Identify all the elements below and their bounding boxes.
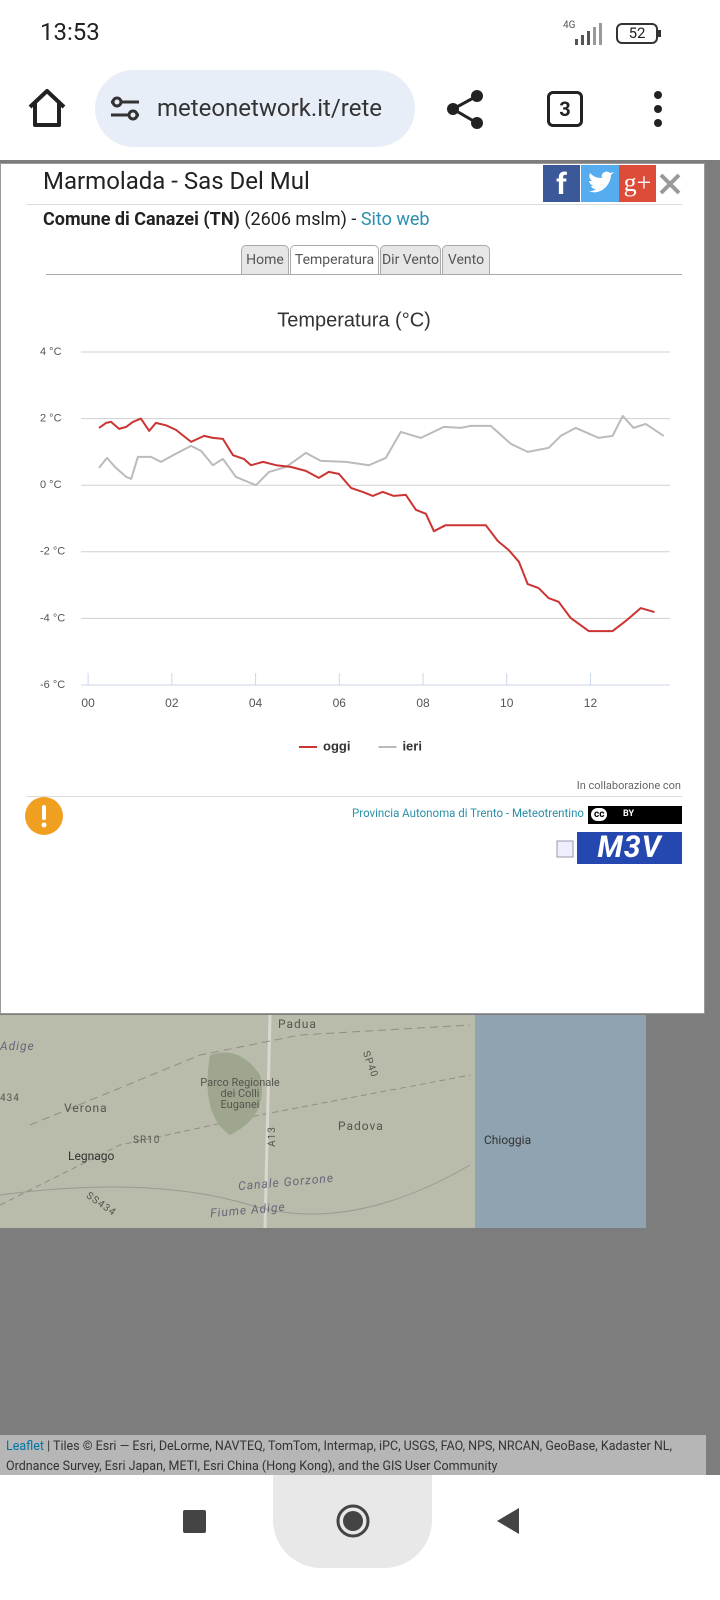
map-label: Adige xyxy=(0,1039,35,1053)
navigation-bar xyxy=(0,1475,720,1600)
map-tiles[interactable]: Padua Adige 434 Verona Parco Regionale d… xyxy=(0,1015,646,1228)
tab-line xyxy=(46,274,682,275)
station-popup: Marmolada - Sas Del Mul f g+ Comune di C… xyxy=(0,163,705,1014)
map-label: A13 xyxy=(266,1126,278,1147)
x-tick-label: 04 xyxy=(249,696,263,710)
x-tick-label: 08 xyxy=(416,696,430,710)
clock: 13:53 xyxy=(40,18,100,46)
status-icons xyxy=(575,23,661,45)
tab[interactable]: Temperatura xyxy=(290,245,379,275)
map-label: SR10 xyxy=(133,1135,161,1146)
y-tick-label: -4 °C xyxy=(40,612,65,624)
credits-intro: In collaborazione con xyxy=(576,779,681,792)
share-button[interactable] xyxy=(445,88,489,132)
legend-label[interactable]: ieri xyxy=(402,738,422,753)
googleplus-button[interactable]: g+ xyxy=(619,165,656,202)
y-tick-label: 4 °C xyxy=(40,346,62,358)
line-series xyxy=(98,414,665,487)
station-altitude: (2606 mslm) - xyxy=(244,209,357,230)
map-label: 434 xyxy=(0,1093,20,1104)
x-tick-label: 10 xyxy=(500,696,514,710)
map-label: Verona xyxy=(64,1101,108,1115)
y-tick-label: 0 °C xyxy=(40,479,62,491)
map-label: Padova xyxy=(338,1119,384,1133)
map-label: Parco Regionale dei Colli Euganei xyxy=(200,1076,280,1111)
chart: Temperatura (°C) 4 °C 2 °C 0 °C -2 °C -4 °C -… xyxy=(40,309,670,753)
warning-icon[interactable] xyxy=(25,797,65,837)
tab-count[interactable]: 3 xyxy=(547,91,583,127)
home-nav-button[interactable] xyxy=(336,1504,370,1538)
station-title: Marmolada - Sas Del Mul xyxy=(43,167,310,195)
nav-buttons xyxy=(183,1504,519,1538)
attribution-text: | Tiles © Esri — Esri, DeLorme, NAVTEQ, … xyxy=(6,1439,672,1474)
home-button[interactable] xyxy=(25,85,70,130)
address-bar[interactable]: meteonetwork.it/rete xyxy=(95,70,415,147)
tab[interactable]: Vento xyxy=(442,245,490,274)
attribution-link[interactable]: Leaflet xyxy=(6,1439,44,1454)
url[interactable]: meteonetwork.it/rete xyxy=(157,94,383,122)
map-roads xyxy=(0,1015,471,1228)
map-label: Padua xyxy=(278,1017,317,1031)
m3v-logo[interactable]: M3V xyxy=(577,832,682,864)
back-button[interactable] xyxy=(497,1508,519,1534)
legend-label[interactable]: oggi xyxy=(323,738,350,753)
battery-level: 52 xyxy=(628,24,646,42)
by-label: BY xyxy=(623,809,635,819)
tab[interactable]: Home xyxy=(241,245,289,274)
chart-title: Temperatura (°C) xyxy=(277,309,431,331)
tab[interactable]: Dir Vento xyxy=(380,245,441,274)
menu-button[interactable] xyxy=(650,90,666,130)
station-subtitle: Comune di Canazei (TN) (2606 mslm) - Sit… xyxy=(43,209,430,230)
x-tick-label: 02 xyxy=(165,696,179,710)
map-label: Legnago xyxy=(68,1149,115,1163)
y-tick-label: -2 °C xyxy=(40,546,65,558)
y-tick-label: -6 °C xyxy=(40,679,65,691)
sea xyxy=(475,1015,646,1228)
map-attribution: Leaflet | Tiles © Esri — Esri, DeLorme, … xyxy=(0,1435,706,1479)
broken-image xyxy=(556,840,574,858)
divider xyxy=(26,204,682,205)
x-tick-label: 12 xyxy=(584,696,598,710)
partner-link[interactable]: Provincia Autonoma di Trento - Meteotren… xyxy=(352,806,584,820)
x-tick-label: 06 xyxy=(333,696,347,710)
divider xyxy=(26,796,682,797)
station-place: Comune di Canazei (TN) xyxy=(43,209,240,230)
site-settings-icon[interactable] xyxy=(109,96,143,122)
facebook-button[interactable]: f xyxy=(543,165,580,202)
close-button[interactable] xyxy=(658,172,682,196)
recents-button[interactable] xyxy=(183,1510,206,1533)
cc-label: cc xyxy=(591,808,608,821)
cc-badge[interactable]: cc BY xyxy=(588,806,682,824)
line-series xyxy=(98,417,655,633)
station-website[interactable]: Sito web xyxy=(360,209,430,230)
x-tick-label: 00 xyxy=(81,696,95,710)
map-label: Chioggia xyxy=(484,1133,532,1147)
twitter-button[interactable] xyxy=(581,165,619,202)
y-tick-label: 2 °C xyxy=(40,413,62,425)
network-type: 4G xyxy=(563,20,576,31)
